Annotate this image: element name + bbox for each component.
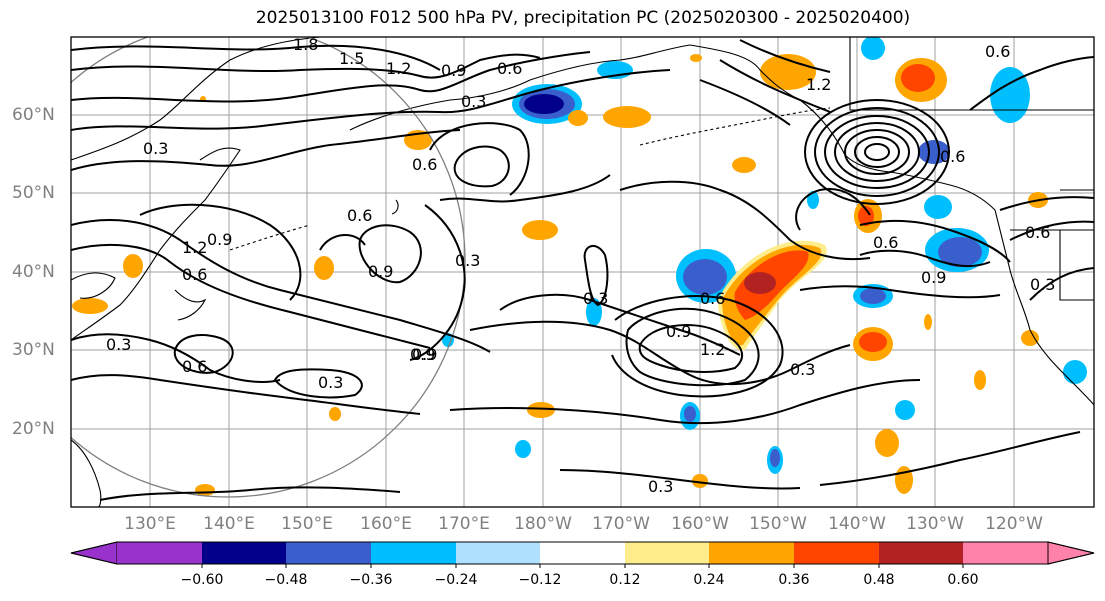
contour-label: 0.9	[368, 262, 393, 281]
contour-label: 0.9	[921, 268, 946, 287]
contour-label: 1.2	[386, 59, 411, 78]
figure-title: 2025013100 F012 500 hPa PV, precipitatio…	[255, 8, 911, 28]
contour-label: 0.6	[347, 206, 372, 225]
colorbar	[70, 541, 1095, 568]
contour-label: 0.3	[143, 139, 168, 158]
contour-label: 0.6	[873, 233, 898, 252]
contour-label: 0.6	[497, 59, 522, 78]
contour-label: 0.9	[412, 345, 437, 364]
contour-label: 1.2	[806, 75, 831, 94]
lat-label: 60°N	[12, 105, 55, 125]
colorbar-tick-label: −0.60	[180, 572, 224, 588]
contour-labels: 1.8 1.5 1.2 0.9 0.6 0.3 0.6 0.9 0.3 0.6 …	[106, 35, 1055, 496]
lat-label: 20°N	[12, 419, 55, 439]
contour-label: 0.6	[182, 357, 207, 376]
lon-label: 130°E	[124, 514, 176, 534]
colorbar-tick-label: 0.60	[947, 572, 979, 588]
map-frame	[70, 36, 1095, 508]
colorbar-tick-label: −0.12	[518, 572, 562, 588]
contour-label: 0.3	[106, 335, 131, 354]
contour-label: 0.9	[441, 61, 466, 80]
precipitation-shading	[72, 37, 1087, 496]
graticule	[71, 37, 1094, 507]
lon-label: 180°W	[514, 514, 572, 534]
contour-label: 0.3	[461, 92, 486, 111]
lon-label: 170°W	[592, 514, 650, 534]
lat-label: 30°N	[12, 340, 55, 360]
colorbar-tick-label: −0.36	[349, 572, 393, 588]
contour-label: 1.2	[182, 238, 207, 257]
contour-label: 0.3	[790, 360, 815, 379]
contour-label: 0.6	[940, 147, 965, 166]
lon-label: 160°E	[360, 514, 412, 534]
contour-label: 1.2	[700, 340, 725, 359]
contour-label: 1.8	[293, 35, 318, 54]
lon-label: 170°E	[438, 514, 490, 534]
contour-label: 0.9	[410, 345, 435, 364]
contour-label: 0.6	[1025, 223, 1050, 242]
colorbar-extend-min	[70, 541, 118, 565]
contour-label: 0.3	[648, 477, 673, 496]
contour-label: 0.3	[1030, 275, 1055, 294]
colorbar-tick-label: −0.48	[264, 572, 308, 588]
contour-label: 0.6	[700, 289, 725, 308]
lon-label: 120°W	[985, 514, 1043, 534]
lon-label: 140°E	[203, 514, 255, 534]
contour-label: 0.3	[455, 251, 480, 270]
colorbar-tick-label: 0.12	[609, 572, 641, 588]
lat-label: 40°N	[12, 262, 55, 282]
colorbar-tick-label: 0.36	[778, 572, 810, 588]
lon-label: 160°W	[671, 514, 729, 534]
colorbar-tick-label: 0.48	[863, 572, 895, 588]
colorbar-tick-label: 0.24	[693, 572, 725, 588]
contour-label: 0.9	[207, 230, 232, 249]
contour-label: 0.3	[318, 373, 343, 392]
contour-label: 0.3	[583, 289, 608, 308]
coastlines	[71, 37, 1094, 507]
colorbar-extend-max	[1047, 541, 1095, 565]
contour-label: 0.6	[182, 265, 207, 284]
distance-circle	[71, 37, 466, 498]
lon-label: 140°W	[828, 514, 886, 534]
pv-contours	[71, 39, 1094, 501]
contour-label: 0.6	[412, 155, 437, 174]
contour-label: 0.9	[666, 322, 691, 341]
lat-label: 50°N	[12, 183, 55, 203]
lon-label: 130°W	[906, 514, 964, 534]
colorbar-tick-label: −0.24	[434, 572, 478, 588]
lon-label: 150°W	[749, 514, 807, 534]
lon-label: 150°E	[281, 514, 333, 534]
contour-label: 1.5	[339, 49, 364, 68]
contour-label: 0.6	[985, 42, 1010, 61]
